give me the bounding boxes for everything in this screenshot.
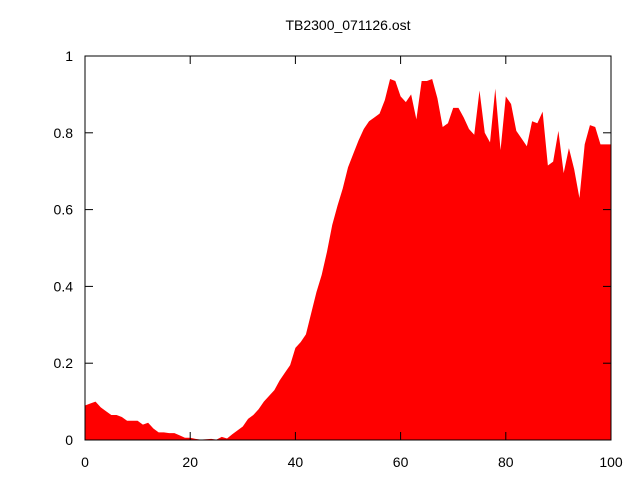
y-tick-label: 0.6 [54, 202, 74, 218]
y-tick-label: 0.2 [54, 355, 74, 371]
x-axis: 0 20 40 60 80 100 [81, 56, 623, 470]
x-tick-label: 100 [599, 454, 623, 470]
y-tick-label: 0.8 [54, 125, 74, 141]
y-tick-label: 0.4 [54, 278, 74, 294]
x-tick-label: 80 [498, 454, 514, 470]
x-tick-label: 60 [393, 454, 409, 470]
plot-area [84, 55, 612, 441]
plot-frame [84, 55, 612, 441]
y-tick-label: 0 [65, 432, 73, 448]
chart-title: TB2300_071126.ost [285, 17, 410, 33]
x-tick-label: 20 [182, 454, 198, 470]
y-tick-label: 1 [65, 48, 73, 64]
x-tick-label: 40 [288, 454, 304, 470]
x-tick-label: 0 [81, 454, 89, 470]
area-series [85, 79, 611, 440]
y-axis: 0 0.2 0.4 0.6 0.8 1 [54, 48, 611, 448]
